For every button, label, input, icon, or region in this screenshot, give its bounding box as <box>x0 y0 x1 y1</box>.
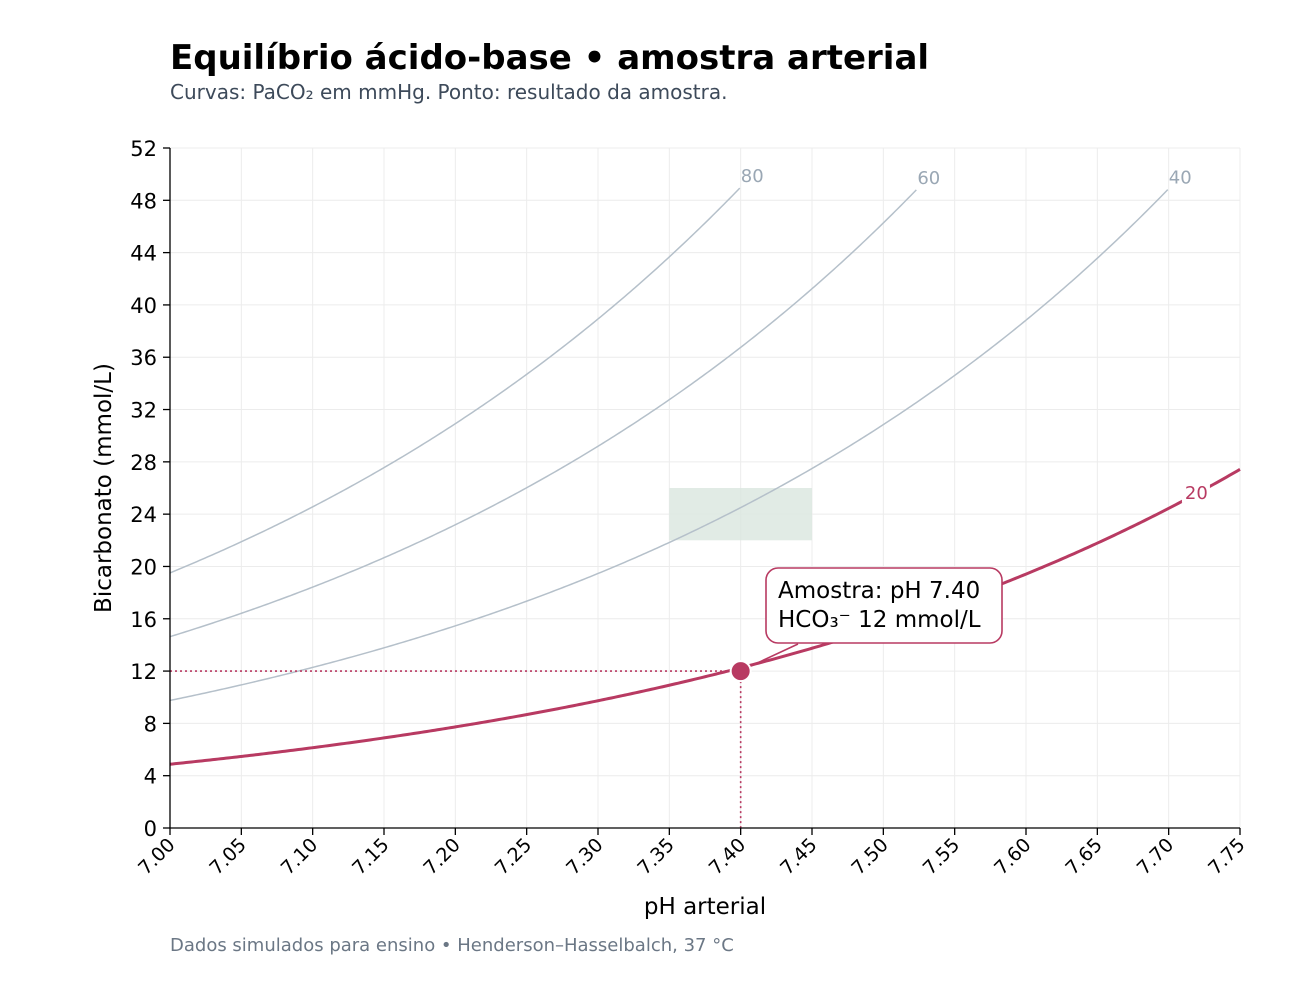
y-tick-label-1: 4 <box>144 765 157 789</box>
chart-title: Equilíbrio ácido-base • amostra arterial <box>170 38 929 78</box>
y-tick-label-2: 8 <box>144 712 157 736</box>
x-tick-label-15: 7.75 <box>1204 834 1249 879</box>
curve-labels: 80 60 40 20 <box>741 166 1210 504</box>
x-tick-label-5: 7.25 <box>491 834 536 879</box>
grid <box>169 147 1241 829</box>
x-tick-label-9: 7.45 <box>776 834 821 879</box>
paco2-curves <box>169 187 1241 766</box>
curve-label-20: 20 <box>1185 483 1208 504</box>
curve-label-40: 40 <box>1169 168 1192 189</box>
x-axis-label: pH arterial <box>644 894 766 920</box>
x-tick-label-6: 7.30 <box>562 834 607 879</box>
y-tick-label-9: 36 <box>130 346 157 370</box>
x-tick-label-11: 7.55 <box>919 834 964 879</box>
x-tick-label-10: 7.50 <box>847 834 892 879</box>
axes <box>169 148 1240 829</box>
y-tick-label-5: 20 <box>130 555 157 579</box>
x-tick-label-8: 7.40 <box>705 834 750 879</box>
annotation-line-2: HCO₃⁻ 12 mmol/L <box>778 607 981 633</box>
sample-point <box>729 660 752 683</box>
annotation-box <box>765 567 1003 644</box>
y-tick-label-12: 48 <box>130 189 157 213</box>
x-tick-label-14: 7.70 <box>1133 834 1178 879</box>
x-tick-label-3: 7.15 <box>348 834 393 879</box>
curve-paco2-80 <box>169 187 741 574</box>
x-tick-label-1: 7.05 <box>205 834 250 879</box>
curve-label-60: 60 <box>917 168 940 189</box>
x-tick-label-12: 7.60 <box>990 834 1035 879</box>
annotation-line-1: Amostra: pH 7.40 <box>778 578 980 604</box>
y-tick-label-3: 12 <box>130 660 157 684</box>
x-tick-label-4: 7.20 <box>419 834 464 879</box>
chart-subtitle: Curvas: PaCO₂ em mmHg. Ponto: resultado … <box>170 80 727 104</box>
x-tick-label-0: 7.00 <box>134 834 179 879</box>
curve-paco2-20 <box>169 468 1241 766</box>
sample-guides <box>170 670 742 828</box>
sample-marker <box>729 660 752 683</box>
curve-paco2-60 <box>169 189 917 638</box>
curve-label-80: 80 <box>741 166 764 187</box>
x-tick-label-2: 7.10 <box>277 834 322 879</box>
annotation-arrow <box>750 643 799 667</box>
y-tick-label-8: 32 <box>130 399 157 423</box>
y-tick-label-11: 44 <box>130 242 157 266</box>
curve-paco2-40 <box>169 189 1169 702</box>
source-note: Dados simulados para ensino • Henderson–… <box>170 935 734 956</box>
y-tick-label-7: 28 <box>130 451 157 475</box>
y-axis-label: Bicarbonato (mmol/L) <box>91 363 117 613</box>
y-tick-label-0: 0 <box>144 817 157 841</box>
x-tick-label-7: 7.35 <box>633 834 678 879</box>
annotation: Amostra: pH 7.40 HCO₃⁻ 12 mmol/L <box>750 567 1003 667</box>
y-tick-label-10: 40 <box>130 294 157 318</box>
y-tick-label-4: 16 <box>130 608 157 632</box>
x-tick-label-13: 7.65 <box>1061 834 1106 879</box>
x-ticks: 7.00 7.05 7.10 7.15 7.20 7.25 7.30 7.35 7.40 7.45… <box>134 828 1250 879</box>
y-tick-label-6: 24 <box>130 503 157 527</box>
y-tick-label-13: 52 <box>130 137 157 161</box>
curve-label-bg-20 <box>1181 482 1210 503</box>
